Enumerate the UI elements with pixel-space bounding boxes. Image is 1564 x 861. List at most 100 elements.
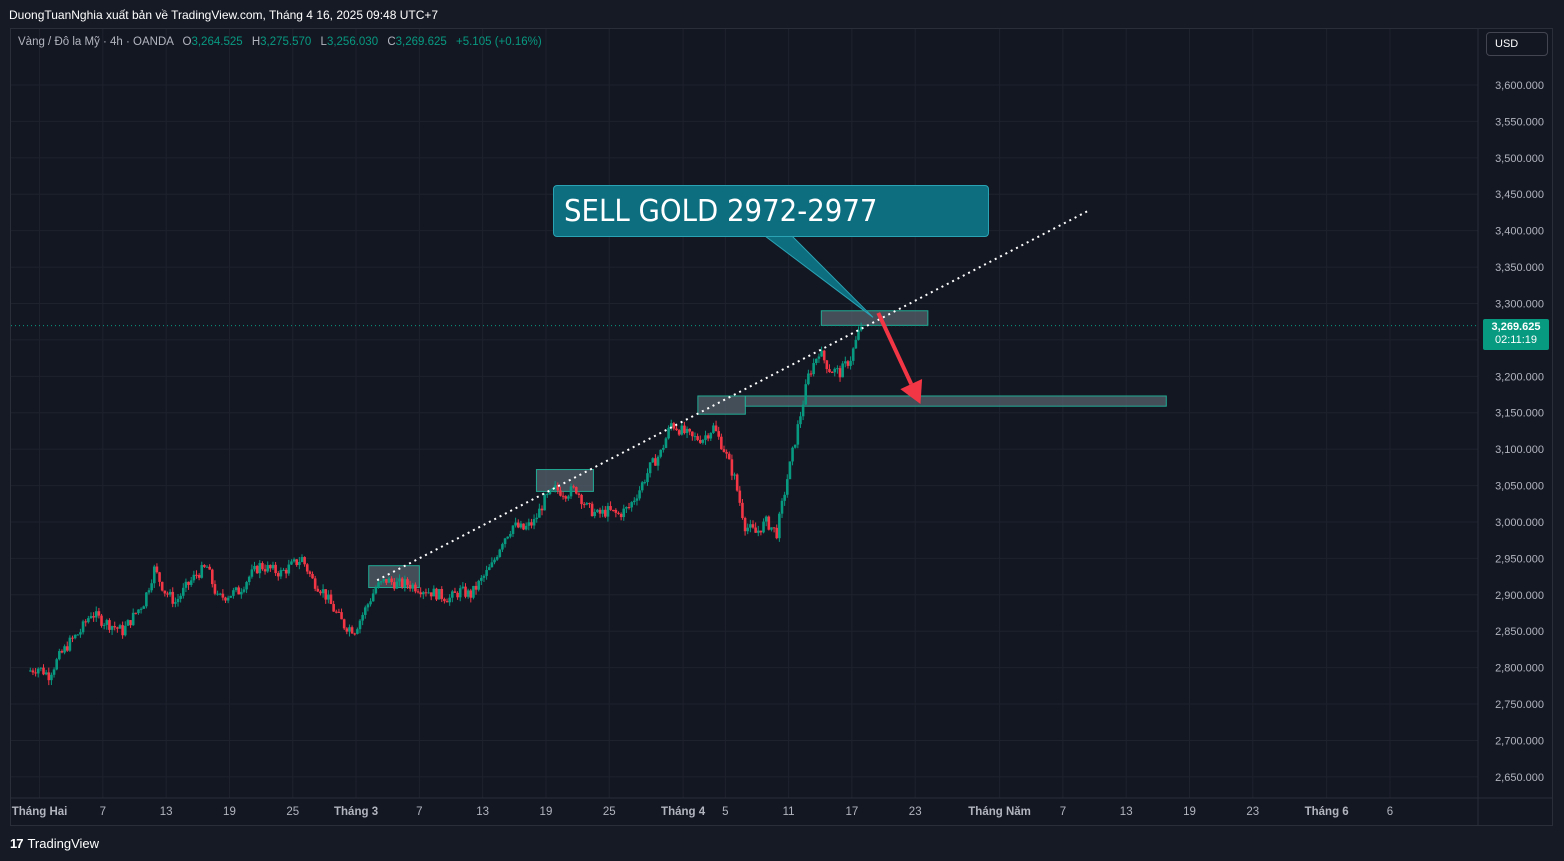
y-tick-label: 3,100.000 xyxy=(1495,444,1544,456)
candle-body xyxy=(174,602,177,604)
candle-body xyxy=(211,569,214,585)
candle-body xyxy=(598,509,602,514)
high-label: H xyxy=(251,36,261,48)
candle-body xyxy=(543,494,546,511)
close-value: 3,269.625 xyxy=(395,36,447,48)
sell-callout[interactable]: SELL GOLD 2972-2977 xyxy=(553,185,989,237)
candle-body xyxy=(638,490,641,499)
candle-body xyxy=(213,584,217,594)
candle-body xyxy=(92,616,95,618)
candle-body xyxy=(237,587,240,595)
x-tick-label: 11 xyxy=(783,806,795,818)
candle-body xyxy=(820,350,823,357)
candle-body xyxy=(129,620,132,626)
candle-body xyxy=(519,523,523,528)
candle-body xyxy=(772,527,776,529)
candle-body xyxy=(195,574,198,576)
candle-body xyxy=(269,565,272,569)
candle-body xyxy=(730,459,734,476)
candle-body xyxy=(498,549,502,558)
candle-body xyxy=(609,506,612,510)
chart-panel[interactable] xyxy=(10,28,1553,826)
candle-body xyxy=(31,670,35,673)
candle-body xyxy=(859,326,863,331)
candle-body xyxy=(548,489,552,495)
candle-body xyxy=(81,621,85,633)
candle-body xyxy=(493,559,496,563)
candle-body xyxy=(672,423,676,429)
candle-body xyxy=(435,588,438,600)
candle-body xyxy=(527,522,531,526)
candle-body xyxy=(385,579,388,583)
low-value: 3,256.030 xyxy=(326,36,379,48)
candle-body xyxy=(50,674,53,681)
candle-body xyxy=(572,486,575,488)
candle-body xyxy=(337,611,341,613)
candle-body xyxy=(564,496,568,499)
tradingview-logo[interactable]: 17 TradingView xyxy=(10,836,99,851)
candle-body xyxy=(284,569,288,574)
candle-body xyxy=(290,561,293,565)
candle-body xyxy=(424,592,428,594)
candle-body xyxy=(197,575,201,578)
candle-body xyxy=(392,582,396,589)
candle-body xyxy=(619,513,623,518)
candle-body xyxy=(113,626,117,628)
candle-body xyxy=(506,536,510,539)
candle-body xyxy=(266,565,269,572)
candle-body xyxy=(42,667,45,675)
footer-bar xyxy=(0,827,1564,861)
candle-body xyxy=(793,444,797,448)
candle-body xyxy=(377,582,380,588)
candle-body xyxy=(200,565,204,578)
y-tick-label: 2,900.000 xyxy=(1495,590,1544,602)
candle-body xyxy=(490,562,494,568)
candle-body xyxy=(569,486,573,497)
candle-body xyxy=(253,565,256,570)
candle-body xyxy=(158,572,161,582)
candle-body xyxy=(485,570,488,576)
candle-body xyxy=(759,530,763,533)
candle-body xyxy=(706,435,710,439)
candle-body xyxy=(422,592,425,595)
candle-body xyxy=(44,672,48,675)
y-tick-label: 2,750.000 xyxy=(1495,699,1544,711)
candle-body xyxy=(756,530,760,533)
last-price-badge: 3,269.625 02:11:19 xyxy=(1483,319,1549,350)
callout-pointer xyxy=(763,235,874,318)
candle-body xyxy=(39,667,43,669)
candle-body xyxy=(611,509,615,511)
candle-body xyxy=(250,569,254,577)
candle-body xyxy=(121,625,124,636)
candle-body xyxy=(89,616,93,619)
candle-body xyxy=(680,425,684,435)
currency-selector[interactable]: USD xyxy=(1486,32,1548,56)
candle-body xyxy=(179,595,182,599)
candle-body xyxy=(176,598,180,603)
candle-body xyxy=(321,589,325,594)
candle-body xyxy=(123,625,127,636)
candle-body xyxy=(126,620,130,626)
candle-body xyxy=(648,462,652,474)
candle-body xyxy=(110,626,114,630)
change-value: +5.105 (+0.16%) xyxy=(456,36,542,48)
candle-body xyxy=(646,473,649,483)
candle-body xyxy=(746,527,750,532)
candle-body xyxy=(363,607,367,615)
y-tick-label: 3,150.000 xyxy=(1495,408,1544,420)
candle-body xyxy=(232,590,235,596)
candle-body xyxy=(664,438,668,448)
candle-body xyxy=(361,614,364,621)
candle-body xyxy=(717,431,721,437)
candle-body xyxy=(371,593,375,602)
candle-body xyxy=(419,592,422,595)
candle-body xyxy=(767,516,771,530)
candle-body xyxy=(749,524,752,528)
y-tick-label: 2,700.000 xyxy=(1495,735,1544,747)
candle-body xyxy=(58,651,61,660)
candle-body xyxy=(218,593,222,595)
candle-body xyxy=(274,564,277,574)
candle-body xyxy=(451,591,454,598)
price-zone xyxy=(697,395,746,415)
